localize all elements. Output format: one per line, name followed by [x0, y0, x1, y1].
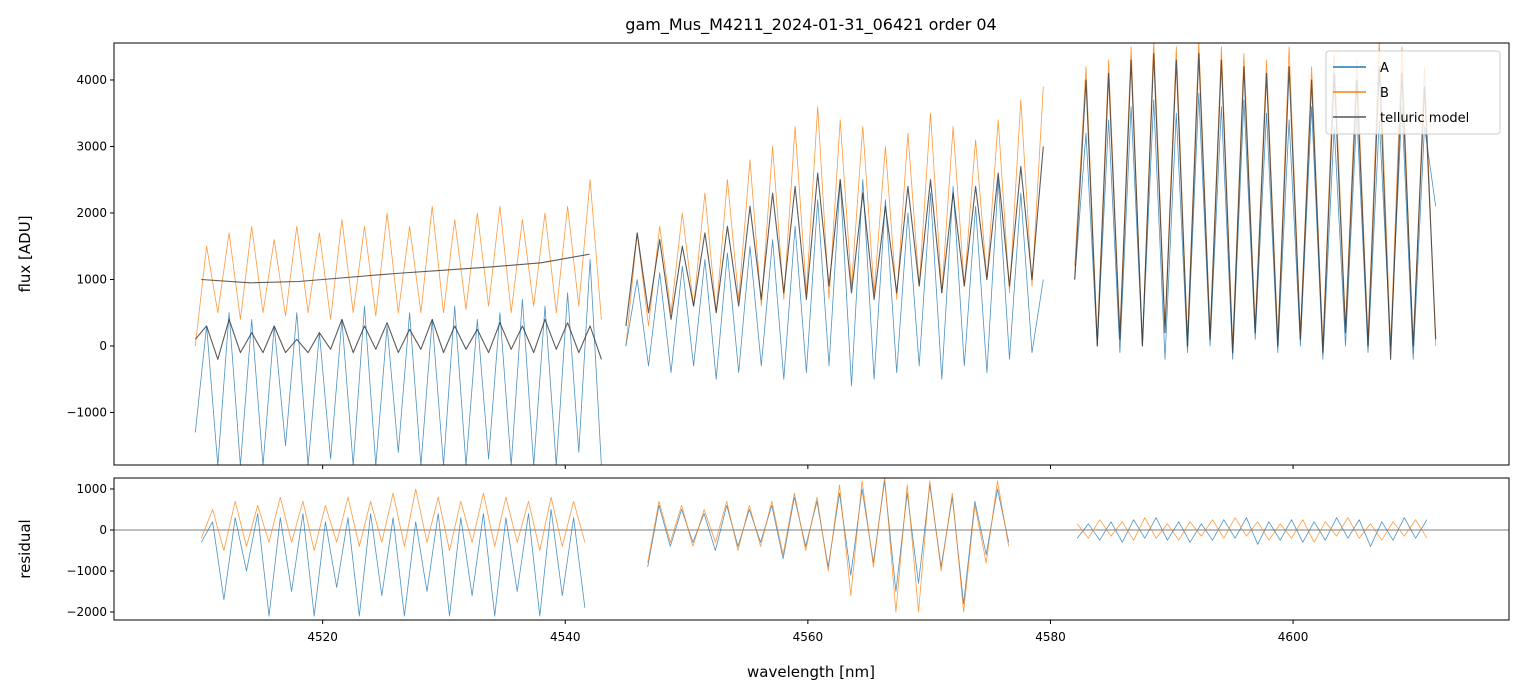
residual-series-b-segment-0	[200, 488, 586, 551]
residual-ytick-label: −2000	[66, 605, 107, 619]
flux-axes: −1000 0 1000 2000 3000 4000	[66, 42, 1510, 469]
flux-series-b-segment-1	[625, 86, 1044, 347]
residual-ytick-label: 1000	[76, 482, 107, 496]
chart-title: gam_Mus_M4211_2024-01-31_06421 order 04	[625, 15, 996, 35]
residual-ytick-label: 0	[99, 523, 107, 537]
legend-label-a: A	[1380, 61, 1389, 76]
legend-label-model: telluric model	[1380, 111, 1469, 126]
residual-series-b-segment-1	[647, 478, 1010, 613]
flux-ytick-label: −1000	[66, 405, 107, 419]
flux-series-b-segment-0	[194, 179, 602, 347]
xtick-label: 4540	[550, 630, 581, 644]
residual-ytick-label: −1000	[66, 564, 107, 578]
xtick-label: 4580	[1035, 630, 1066, 644]
flux-frame	[113, 42, 1510, 466]
flux-series-telluric-model-segment-3	[1074, 52, 1437, 360]
flux-series-telluric-model-segment-1	[201, 253, 590, 284]
flux-ytick-label: 2000	[76, 206, 107, 220]
residual-frame	[113, 477, 1510, 621]
residual-series-a-segment-0	[200, 509, 586, 617]
residual-plot-area	[114, 478, 1509, 617]
xtick-label: 4600	[1278, 630, 1309, 644]
flux-series-telluric-model-segment-2	[625, 146, 1044, 327]
flux-series-a-segment-2	[1074, 92, 1437, 360]
flux-plot-area	[194, 43, 1437, 465]
x-axis-label: wavelength [nm]	[747, 663, 875, 681]
flux-ytick-label: 4000	[76, 73, 107, 87]
flux-series-telluric-model-segment-0	[194, 318, 602, 360]
xtick-label: 4520	[307, 630, 338, 644]
legend-label-b: B	[1380, 86, 1389, 101]
flux-y-label: flux [ADU]	[16, 215, 34, 292]
residual-series-b-segment-2	[1076, 517, 1428, 543]
flux-series-a-segment-0	[194, 259, 602, 465]
residual-series-a-segment-2	[1076, 517, 1428, 547]
residual-y-label: residual	[16, 519, 34, 578]
residual-axes: −2000 −1000 0 1000 4520 4540 4560 4580 4600	[66, 477, 1510, 644]
residual-series-a-segment-1	[647, 480, 1010, 605]
xtick-label: 4560	[793, 630, 824, 644]
legend: A B telluric model	[1325, 50, 1501, 135]
flux-ytick-label: 1000	[76, 272, 107, 286]
flux-series-a-segment-1	[625, 179, 1044, 387]
flux-ytick-label: 0	[99, 339, 107, 353]
flux-ytick-label: 3000	[76, 139, 107, 153]
